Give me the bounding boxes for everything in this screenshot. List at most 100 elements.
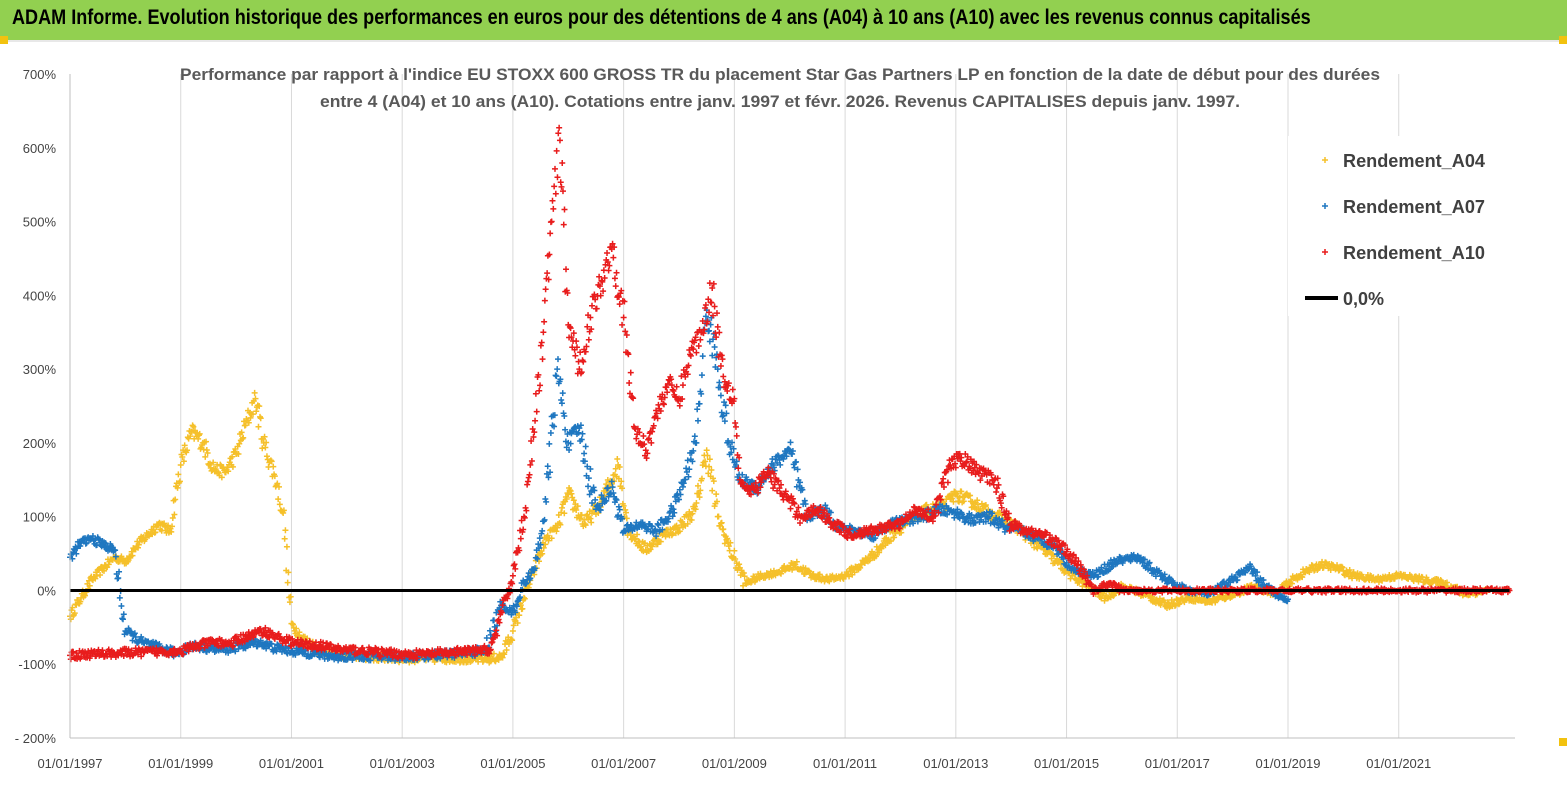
filler-point <box>536 387 543 394</box>
data-point <box>725 543 732 550</box>
filler-point <box>693 349 700 356</box>
filler-point <box>605 267 612 274</box>
filler-point <box>1164 599 1171 606</box>
filler-point <box>715 513 722 520</box>
filler-point <box>537 342 544 349</box>
filler-point <box>589 510 596 517</box>
filler-point <box>296 629 303 636</box>
filler-point <box>577 515 584 522</box>
filler-point <box>218 474 225 481</box>
filler-point <box>533 408 540 415</box>
filler-point <box>694 406 701 413</box>
filler-point <box>486 627 493 634</box>
filler-point <box>276 501 283 508</box>
filler-point <box>655 401 662 408</box>
filler-point <box>716 379 723 386</box>
filler-point <box>706 463 713 470</box>
filler-point <box>711 303 718 310</box>
filler-point <box>872 552 879 559</box>
filler-point <box>171 511 178 518</box>
filler-point <box>787 439 794 446</box>
filler-point <box>557 521 564 528</box>
filler-point <box>876 549 883 556</box>
data-point <box>177 462 184 469</box>
filler-point <box>526 471 533 478</box>
filler-point <box>541 297 548 304</box>
filler-point <box>953 490 960 497</box>
filler-point <box>640 433 647 440</box>
data-point <box>565 491 572 498</box>
filler-point <box>547 230 554 237</box>
filler-point <box>553 528 560 535</box>
filler-point <box>519 605 526 612</box>
filler-point <box>713 491 720 498</box>
filler-point <box>165 522 172 529</box>
filler-point <box>544 270 551 277</box>
filler-point <box>555 130 562 137</box>
filler-point <box>578 512 585 519</box>
filler-point <box>581 450 588 457</box>
filler-point <box>574 503 581 510</box>
filler-point <box>891 534 898 541</box>
filler-point <box>542 495 549 502</box>
corner-marker-top-right <box>1559 36 1567 44</box>
filler-point <box>190 423 197 430</box>
filler-point <box>967 492 974 499</box>
filler-point <box>509 637 516 644</box>
filler-point <box>189 422 196 429</box>
filler-point <box>516 612 523 619</box>
filler-point <box>152 529 159 536</box>
report-title: ADAM Informe. Evolution historique des p… <box>12 6 1311 29</box>
filler-point <box>697 487 704 494</box>
filler-point <box>560 221 567 228</box>
filler-point <box>280 507 287 514</box>
filler-point <box>210 459 217 466</box>
filler-point <box>732 556 739 563</box>
data-point <box>548 218 555 225</box>
data-points <box>67 124 1513 666</box>
filler-point <box>116 594 123 601</box>
filler-point <box>135 541 142 548</box>
filler-point <box>582 522 589 529</box>
filler-point <box>169 514 176 521</box>
filler-point <box>283 543 290 550</box>
filler-point <box>245 419 252 426</box>
filler-point <box>281 535 288 542</box>
filler-point <box>693 499 700 506</box>
filler-point <box>551 183 558 190</box>
filler-point <box>645 436 652 443</box>
filler-point <box>255 423 262 430</box>
filler-point <box>514 620 521 627</box>
corner-marker-top-left <box>0 36 8 44</box>
filler-point <box>857 564 864 571</box>
filler-point <box>541 318 548 325</box>
filler-point <box>683 465 690 472</box>
filler-point <box>589 302 596 309</box>
filler-point <box>251 389 258 396</box>
filler-point <box>866 557 873 564</box>
filler-point <box>698 372 705 379</box>
filler-point <box>635 538 642 545</box>
filler-point <box>289 620 296 627</box>
filler-point <box>741 573 748 580</box>
filler-point <box>256 403 263 410</box>
series-Rendement_A04 <box>67 389 1491 666</box>
filler-point <box>702 458 709 465</box>
filler-point <box>660 401 667 408</box>
filler-point <box>97 571 104 578</box>
filler-point <box>1168 597 1175 604</box>
filler-point <box>669 386 676 393</box>
filler-point <box>521 595 528 602</box>
report-banner: ADAM Informe. Evolution historique des p… <box>0 0 1567 42</box>
filler-point <box>558 509 565 516</box>
filler-point <box>585 336 592 343</box>
filler-point <box>195 435 202 442</box>
filler-point <box>956 494 963 501</box>
filler-point <box>129 552 136 559</box>
filler-point <box>958 488 965 495</box>
filler-point <box>550 205 557 212</box>
filler-point <box>290 621 297 628</box>
filler-point <box>717 392 724 399</box>
data-point <box>556 137 563 144</box>
filler-point <box>691 433 698 440</box>
